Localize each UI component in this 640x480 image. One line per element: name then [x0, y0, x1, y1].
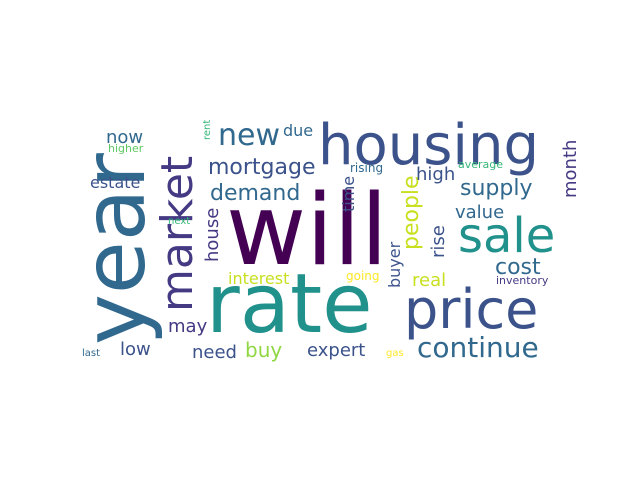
word-year: year	[65, 152, 165, 345]
word-supply: supply	[460, 176, 532, 201]
word-buyer: buyer	[385, 241, 404, 288]
word-mortgage: mortgage	[208, 155, 316, 180]
word-rising: rising	[350, 161, 383, 175]
word-need: need	[192, 342, 237, 363]
word-value: value	[455, 202, 504, 223]
word-average: average	[458, 158, 503, 171]
word-continue: continue	[417, 331, 539, 364]
word-market: market	[152, 156, 203, 312]
word-next: next	[168, 216, 190, 227]
word-estate: estate	[90, 173, 140, 192]
word-price: price	[404, 278, 538, 341]
word-house: house	[202, 208, 223, 262]
word-expert: expert	[307, 340, 365, 361]
word-now: now	[106, 127, 143, 148]
word-higher: higher	[108, 142, 144, 155]
word-high: high	[416, 164, 455, 185]
word-month: month	[560, 140, 581, 198]
word-will: will	[226, 174, 388, 288]
word-buy: buy	[245, 338, 282, 362]
word-sale: sale	[458, 208, 555, 264]
word-cost: cost	[495, 255, 541, 280]
word-time: time	[339, 176, 358, 212]
word-low: low	[120, 339, 151, 360]
word-housing: housing	[318, 113, 539, 178]
word-gas: gas	[386, 348, 404, 359]
word-interest: interest	[228, 269, 289, 288]
word-last: last	[82, 348, 100, 359]
word-rate: rate	[206, 257, 373, 352]
word-due: due	[283, 121, 313, 140]
word-going: going	[346, 269, 380, 283]
word-inventory: inventory	[496, 274, 549, 287]
word-rent: rent	[202, 120, 213, 140]
word-may: may	[168, 316, 208, 337]
word-new: new	[218, 118, 280, 153]
word-people: people	[399, 175, 424, 250]
word-real: real	[412, 270, 446, 291]
word-demand: demand	[210, 181, 300, 206]
word-rise: rise	[428, 225, 449, 258]
